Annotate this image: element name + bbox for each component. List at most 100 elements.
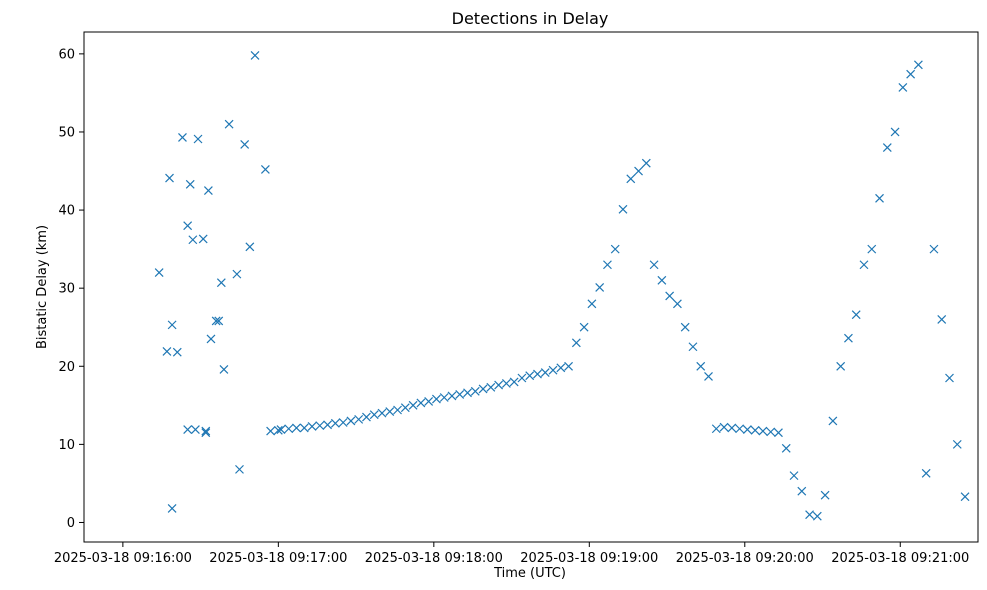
data-point	[273, 425, 283, 435]
x-tick-label: 2025-03-18 09:21:00	[831, 551, 969, 566]
data-point	[727, 423, 737, 433]
data-point	[898, 83, 908, 92]
data-point	[758, 426, 768, 436]
data-point	[929, 244, 939, 254]
data-point	[185, 179, 195, 189]
data-point	[688, 342, 698, 352]
data-point	[952, 439, 962, 449]
data-point	[206, 334, 216, 344]
data-point	[844, 333, 853, 343]
data-point	[781, 443, 791, 453]
data-point	[603, 260, 612, 270]
data-point	[266, 426, 275, 436]
data-point	[789, 471, 799, 481]
data-point	[610, 244, 620, 254]
data-point	[509, 377, 519, 387]
data-point	[224, 119, 234, 129]
data-point	[921, 468, 931, 478]
y-tick-label: 50	[58, 125, 75, 140]
data-point	[315, 421, 325, 431]
data-point	[172, 347, 182, 357]
data-point	[400, 403, 410, 413]
data-point	[704, 372, 713, 381]
data-point	[307, 421, 317, 431]
data-point	[323, 420, 333, 430]
y-axis-title: Bistatic Delay (km)	[35, 225, 50, 349]
x-axis: 2025-03-18 09:16:00 2025-03-18 09:17:00 20…	[54, 542, 969, 566]
data-point	[292, 423, 301, 433]
data-point	[665, 291, 675, 301]
data-point	[766, 427, 776, 437]
y-tick-label: 0	[67, 516, 75, 531]
data-point	[478, 384, 488, 394]
data-point	[191, 425, 200, 434]
data-point	[735, 424, 745, 434]
data-point	[579, 322, 589, 332]
data-point	[385, 407, 395, 416]
data-point	[525, 371, 535, 381]
x-tick-label: 2025-03-18 09:17:00	[209, 551, 347, 566]
data-point	[167, 503, 177, 513]
data-point	[201, 428, 211, 438]
data-point	[906, 69, 916, 79]
data-point	[595, 282, 605, 292]
data-point	[641, 158, 651, 168]
data-point	[696, 361, 706, 371]
data-point	[618, 204, 628, 214]
data-point	[750, 425, 760, 435]
data-point	[245, 242, 255, 252]
data-point	[517, 373, 527, 383]
data-point	[820, 490, 830, 500]
y-tick-label: 40	[58, 204, 75, 219]
data-point	[330, 418, 340, 428]
data-point	[719, 422, 729, 432]
data-point	[369, 410, 379, 420]
data-point	[634, 166, 643, 176]
y-tick-label: 20	[58, 360, 75, 375]
data-point	[486, 382, 496, 392]
data-point	[672, 299, 682, 309]
data-point	[960, 492, 970, 502]
data-point	[377, 408, 387, 418]
y-tick-label: 30	[58, 282, 75, 297]
data-point	[276, 425, 286, 434]
data-point	[805, 510, 814, 520]
data-point	[533, 369, 542, 379]
x-tick-label: 2025-03-18 09:19:00	[520, 551, 658, 566]
data-point	[494, 380, 504, 390]
x-tick-label: 2025-03-18 09:18:00	[365, 551, 503, 566]
data-point	[548, 365, 558, 375]
data-point	[742, 425, 752, 434]
data-point	[797, 486, 807, 496]
data-point	[240, 140, 250, 149]
data-point	[346, 416, 356, 426]
data-point	[299, 423, 309, 433]
data-point	[260, 165, 270, 174]
data-point	[211, 316, 221, 326]
data-point	[408, 400, 418, 410]
data-point	[851, 310, 861, 320]
plot-frame	[83, 31, 979, 543]
data-point	[235, 464, 244, 474]
data-point	[945, 373, 954, 383]
data-point	[455, 389, 465, 399]
data-point	[828, 416, 838, 426]
data-point	[201, 426, 211, 436]
data-point	[836, 361, 846, 371]
data-point	[937, 314, 947, 324]
data-point	[571, 338, 581, 348]
x-axis-title: Time (UTC)	[493, 566, 566, 581]
y-tick-label: 10	[58, 438, 75, 453]
data-point	[424, 396, 434, 406]
x-tick-label: 2025-03-18 09:16:00	[54, 551, 192, 566]
x-tick-label: 2025-03-18 09:20:00	[676, 551, 814, 566]
data-point	[540, 368, 550, 377]
data-point	[439, 393, 449, 402]
data-point	[556, 363, 566, 373]
data-point	[362, 412, 371, 422]
y-tick-label: 60	[58, 47, 75, 62]
data-point	[626, 174, 636, 184]
data-point	[165, 173, 174, 183]
data-point	[463, 388, 472, 398]
data-point	[882, 143, 892, 153]
